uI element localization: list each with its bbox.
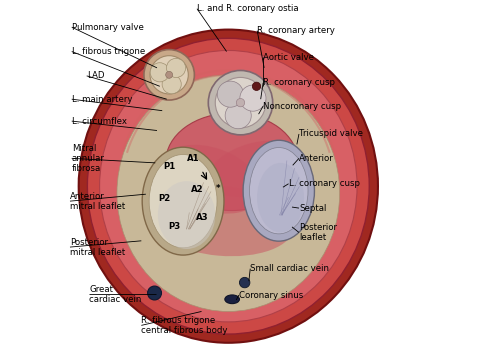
Text: A1: A1 (187, 154, 199, 163)
Ellipse shape (256, 163, 303, 232)
Text: L. main artery: L. main artery (72, 95, 132, 104)
Ellipse shape (165, 113, 297, 211)
Text: R. coronary cusp: R. coronary cusp (263, 78, 335, 87)
Circle shape (252, 82, 260, 90)
Text: R. fibrous trigone
central fibrous body: R. fibrous trigone central fibrous body (141, 316, 228, 335)
Ellipse shape (217, 81, 243, 107)
Text: Aortic valve: Aortic valve (263, 53, 313, 62)
Text: A3: A3 (195, 213, 208, 222)
Text: L. fibrous trigone: L. fibrous trigone (72, 47, 144, 56)
Ellipse shape (157, 181, 215, 249)
Ellipse shape (150, 63, 169, 82)
Circle shape (239, 277, 250, 288)
Text: *: * (215, 184, 220, 193)
Ellipse shape (240, 85, 265, 111)
Text: P2: P2 (157, 194, 170, 203)
Text: A2: A2 (190, 185, 203, 194)
Ellipse shape (144, 49, 194, 100)
Circle shape (147, 286, 161, 300)
Circle shape (236, 98, 244, 107)
Text: Anterior: Anterior (299, 154, 333, 163)
Text: R. coronary artery: R. coronary artery (257, 26, 335, 35)
Ellipse shape (215, 78, 265, 128)
Ellipse shape (150, 56, 188, 94)
Ellipse shape (148, 186, 294, 256)
Text: L. and R. coronary ostia: L. and R. coronary ostia (197, 4, 298, 13)
Ellipse shape (166, 58, 185, 78)
Ellipse shape (208, 141, 303, 197)
Text: Mitral
annular
fibrosa: Mitral annular fibrosa (72, 144, 104, 173)
Ellipse shape (149, 155, 216, 248)
Text: Coronary sinus: Coronary sinus (238, 291, 302, 300)
Ellipse shape (160, 145, 261, 214)
Ellipse shape (208, 71, 272, 135)
Ellipse shape (162, 75, 181, 94)
Text: Posterior
mitral leaflet: Posterior mitral leaflet (70, 238, 125, 256)
Text: L. circumflex: L. circumflex (72, 117, 126, 126)
Ellipse shape (79, 30, 377, 343)
Ellipse shape (99, 50, 356, 322)
Ellipse shape (87, 38, 369, 334)
Ellipse shape (242, 140, 314, 241)
Text: Posterior
leaflet: Posterior leaflet (299, 223, 336, 242)
Text: Noncoronary cusp: Noncoronary cusp (263, 102, 340, 111)
Ellipse shape (117, 75, 339, 311)
Ellipse shape (249, 148, 307, 234)
Text: Anterior
mitral leaflet: Anterior mitral leaflet (70, 192, 125, 211)
Text: L. coronary cusp: L. coronary cusp (288, 179, 359, 188)
Circle shape (165, 71, 172, 78)
Ellipse shape (225, 103, 251, 129)
Text: Pulmonary valve: Pulmonary valve (72, 23, 144, 32)
Ellipse shape (142, 147, 224, 255)
Text: Small cardiac vein: Small cardiac vein (250, 264, 328, 273)
Text: Great
cardiac vein: Great cardiac vein (89, 285, 141, 303)
Text: Septal: Septal (299, 204, 325, 213)
Ellipse shape (224, 295, 239, 303)
Text: P1: P1 (163, 162, 175, 171)
Text: LAD: LAD (86, 71, 104, 80)
Text: P3: P3 (168, 222, 180, 231)
Text: Tricuspid valve: Tricuspid valve (299, 129, 362, 139)
